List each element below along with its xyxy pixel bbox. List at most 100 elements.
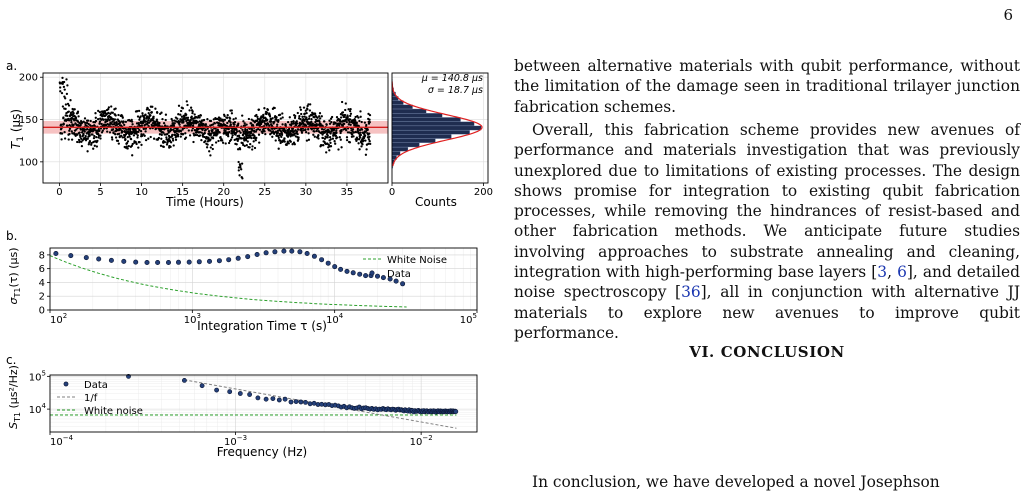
data-point bbox=[196, 259, 202, 265]
x-tick-label: 10−3 bbox=[224, 434, 247, 448]
data-point bbox=[368, 140, 371, 143]
data-point bbox=[86, 150, 89, 153]
data-point bbox=[229, 121, 232, 124]
data-point bbox=[201, 128, 204, 132]
data-point bbox=[198, 134, 202, 137]
data-point bbox=[334, 142, 337, 145]
citation-3[interactable]: 3 bbox=[877, 263, 888, 282]
data-point bbox=[158, 124, 161, 127]
data-point bbox=[293, 116, 297, 120]
data-point bbox=[76, 110, 80, 113]
data-point bbox=[237, 169, 240, 172]
data-point bbox=[337, 148, 340, 151]
data-point bbox=[237, 134, 241, 137]
data-point bbox=[261, 131, 264, 135]
data-point bbox=[374, 273, 380, 279]
data-point bbox=[76, 140, 79, 144]
data-point bbox=[161, 117, 164, 121]
data-point bbox=[295, 130, 299, 133]
data-point bbox=[99, 134, 102, 137]
data-point bbox=[68, 127, 72, 130]
data-point bbox=[129, 137, 133, 141]
hist-bar bbox=[391, 104, 413, 110]
data-point bbox=[211, 143, 214, 147]
data-point bbox=[211, 128, 214, 132]
data-point bbox=[193, 113, 196, 116]
data-point bbox=[143, 120, 147, 123]
data-point bbox=[249, 142, 252, 146]
data-point bbox=[359, 115, 362, 118]
data-point bbox=[174, 138, 178, 141]
data-point bbox=[206, 118, 209, 121]
data-point bbox=[359, 131, 362, 134]
data-point bbox=[289, 140, 292, 143]
y-tick-label: 8 bbox=[39, 250, 45, 261]
data-point bbox=[98, 129, 101, 132]
data-point bbox=[113, 118, 117, 121]
data-point bbox=[219, 135, 222, 139]
citation-6[interactable]: 6 bbox=[897, 263, 907, 282]
data-point bbox=[157, 136, 161, 140]
data-point bbox=[149, 114, 152, 117]
data-point bbox=[330, 121, 333, 124]
data-point bbox=[78, 133, 82, 137]
data-point bbox=[181, 107, 185, 110]
data-point bbox=[171, 137, 174, 140]
data-point bbox=[148, 117, 151, 120]
citation-36[interactable]: 36 bbox=[681, 283, 701, 302]
data-point bbox=[143, 134, 146, 137]
data-point bbox=[142, 120, 145, 123]
x-tick-label: 103 bbox=[184, 312, 201, 326]
data-point bbox=[277, 147, 280, 150]
data-point bbox=[102, 118, 105, 121]
data-point bbox=[268, 115, 272, 118]
x-tick-label: 35 bbox=[341, 187, 354, 198]
data-point bbox=[136, 136, 139, 139]
data-point bbox=[220, 139, 224, 142]
data-point bbox=[306, 118, 309, 121]
data-point bbox=[340, 146, 343, 149]
data-point bbox=[89, 119, 92, 123]
data-point bbox=[138, 118, 141, 121]
data-point bbox=[68, 129, 71, 132]
data-point bbox=[63, 130, 66, 134]
data-point bbox=[318, 115, 321, 118]
data-point bbox=[286, 135, 290, 138]
data-point bbox=[134, 128, 137, 132]
y-tick-label: 4 bbox=[39, 278, 45, 289]
data-point bbox=[256, 115, 259, 119]
data-point bbox=[184, 136, 188, 139]
data-point bbox=[127, 144, 130, 148]
data-point bbox=[288, 399, 294, 405]
data-point bbox=[367, 142, 370, 145]
gaussian-fit bbox=[391, 81, 483, 167]
data-point bbox=[126, 140, 130, 143]
data-point bbox=[307, 132, 310, 135]
data-point bbox=[245, 123, 248, 126]
data-point bbox=[185, 100, 188, 103]
data-point bbox=[363, 134, 367, 137]
data-point bbox=[255, 136, 258, 140]
data-point bbox=[238, 174, 241, 177]
data-point bbox=[112, 131, 115, 135]
data-point bbox=[321, 136, 325, 140]
data-point bbox=[329, 117, 333, 120]
data-point bbox=[305, 116, 308, 119]
data-point bbox=[261, 119, 264, 122]
data-point bbox=[239, 131, 242, 134]
data-point bbox=[59, 123, 63, 126]
data-point bbox=[348, 109, 352, 113]
data-point bbox=[68, 253, 74, 259]
data-point bbox=[278, 134, 282, 137]
y-tick-label: 6 bbox=[39, 264, 45, 275]
data-point bbox=[146, 107, 149, 110]
data-point bbox=[66, 84, 69, 87]
data-point bbox=[303, 119, 306, 122]
data-point bbox=[255, 395, 261, 401]
data-point bbox=[334, 134, 338, 137]
data-point bbox=[286, 140, 289, 143]
data-point bbox=[75, 128, 78, 131]
data-point bbox=[198, 131, 202, 134]
data-point bbox=[154, 107, 157, 110]
data-point bbox=[156, 111, 159, 114]
